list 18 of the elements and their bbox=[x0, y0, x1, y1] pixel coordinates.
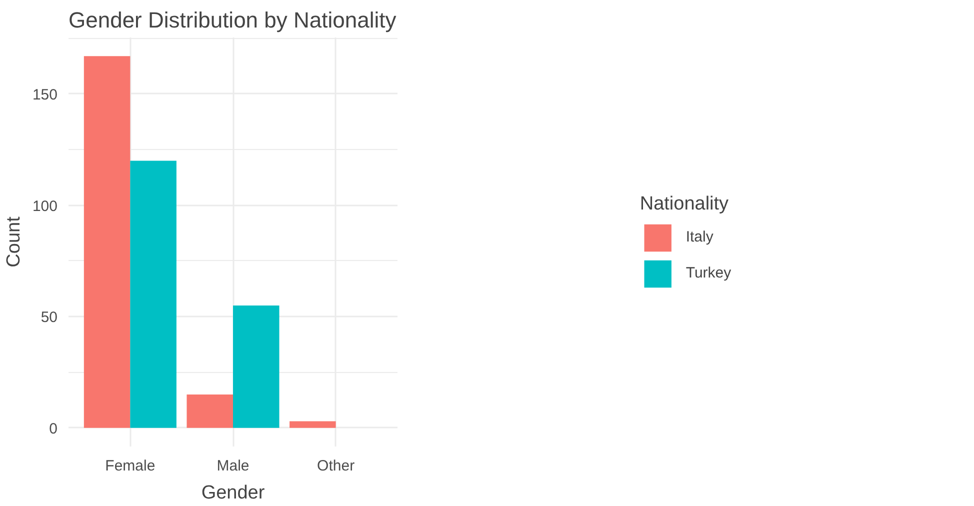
bar bbox=[186, 394, 233, 428]
x-tick-label: Female bbox=[105, 458, 156, 474]
bar bbox=[84, 56, 130, 428]
legend-label: Turkey bbox=[686, 264, 732, 282]
y-tick-label: 150 bbox=[32, 86, 58, 104]
x-tick-label: Other bbox=[317, 458, 355, 474]
bar bbox=[290, 421, 336, 428]
x-tick-label: Male bbox=[216, 458, 250, 474]
y-axis-title: Count bbox=[3, 216, 24, 268]
y-tick-label: 0 bbox=[49, 420, 58, 438]
y-tick-label: 50 bbox=[40, 309, 58, 326]
bar bbox=[130, 160, 176, 428]
bar bbox=[233, 305, 280, 428]
x-axis-title: Gender bbox=[201, 482, 266, 504]
legend-label: Italy bbox=[686, 228, 714, 246]
y-tick-label: 100 bbox=[32, 198, 58, 215]
chart-title: Gender Distribution by Nationality bbox=[68, 8, 396, 32]
legend-title: Nationality bbox=[640, 193, 730, 215]
